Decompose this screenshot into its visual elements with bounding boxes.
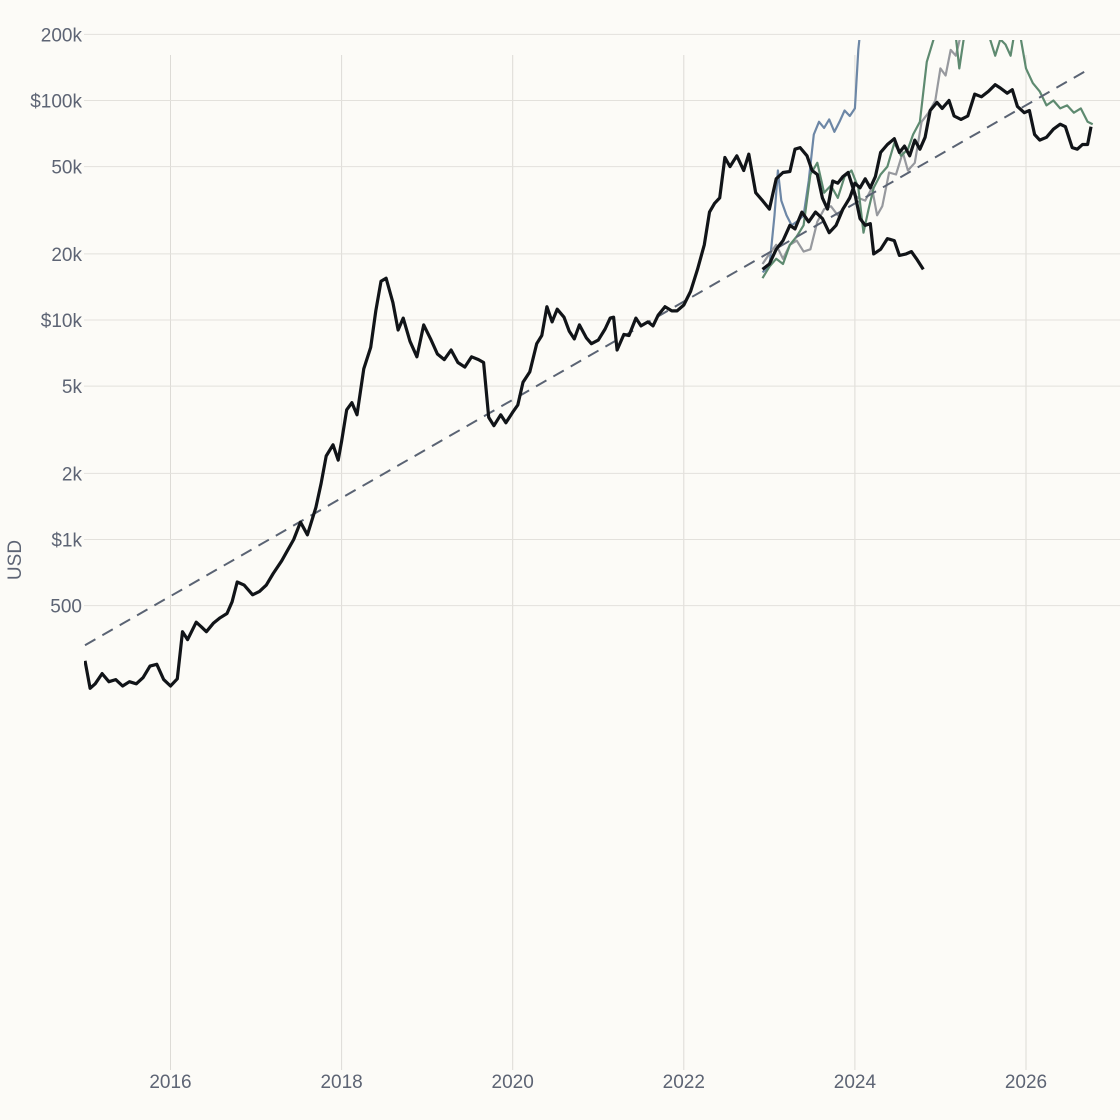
y-tick-label: 50k: [51, 158, 82, 179]
y-tick-label: $1k: [51, 531, 82, 552]
trend-line: [84, 67, 1091, 647]
y-tick-label: 200k: [41, 25, 83, 46]
x-tick-label: 2016: [149, 1072, 191, 1093]
vertical-gridlines: [170, 55, 1027, 1070]
x-tick-label: 2024: [834, 1072, 877, 1093]
series-line-green: [761, 40, 1094, 279]
x-axis-ticks: 2016 2018 2020 2022 2024 2026: [149, 1072, 1047, 1093]
y-tick-label: $100k: [30, 92, 82, 113]
x-tick-label: 2022: [663, 1072, 705, 1093]
y-tick-label: 5k: [62, 377, 83, 398]
series-line-gray: [761, 40, 961, 265]
y-tick-label: 2k: [62, 464, 83, 485]
series-line-price: [84, 146, 925, 690]
y-tick-label: 500: [50, 597, 82, 618]
series-layer: [84, 40, 1094, 690]
x-tick-label: 2020: [492, 1072, 534, 1093]
y-tick-label: 20k: [51, 245, 82, 266]
x-tick-label: 2026: [1005, 1072, 1047, 1093]
x-tick-label: 2018: [320, 1072, 362, 1093]
y-tick-label: $10k: [41, 311, 83, 332]
series-line-price-late: [761, 83, 1093, 271]
y-axis-title: USD: [5, 540, 26, 580]
